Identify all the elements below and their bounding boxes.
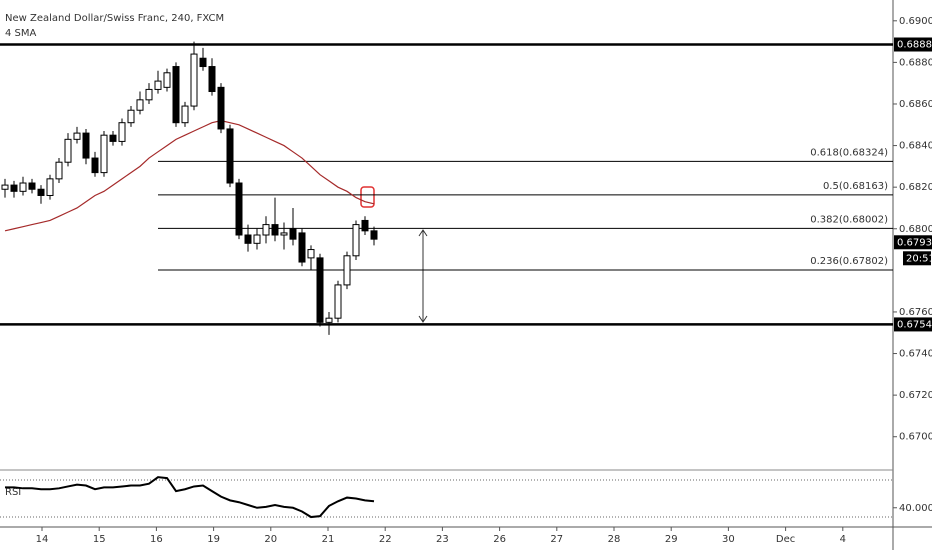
candle-body: [253, 234, 261, 244]
candle-body: [316, 257, 324, 323]
level-tag: [894, 37, 932, 52]
candle-body: [298, 232, 306, 263]
candle-body: [181, 105, 189, 124]
candle-body: [127, 109, 135, 124]
price-tag: [894, 235, 932, 250]
candle-body: [244, 234, 252, 244]
candle-body: [217, 86, 225, 130]
candle-body: [370, 230, 378, 240]
x-tick-label: Dec: [776, 534, 795, 545]
sma-label: 4 SMA: [5, 28, 37, 39]
candle-body: [361, 219, 369, 232]
candle-body: [28, 182, 36, 190]
level-label: 0.68886: [897, 40, 932, 51]
candle-body: [172, 66, 180, 124]
time-tag: [903, 251, 931, 266]
candle-body: [280, 232, 288, 236]
candle-body: [208, 66, 216, 93]
candle-body: [46, 178, 54, 196]
x-tick-label: 14: [36, 534, 49, 545]
x-tick-label: 19: [207, 534, 220, 545]
candle-body: [325, 317, 333, 323]
candle-body: [352, 224, 360, 257]
x-tick-label: 15: [93, 534, 106, 545]
candle-body: [136, 99, 144, 111]
candle-body: [262, 224, 270, 236]
candle-body: [226, 128, 234, 184]
candle-body: [100, 134, 108, 174]
candle-body: [289, 228, 297, 240]
candle-body: [190, 53, 198, 107]
chart-title: New Zealand Dollar/Swiss Franc, 240, FXC…: [5, 13, 224, 24]
candle-body: [82, 132, 90, 159]
fib-label: 0.5(0.68163): [823, 181, 888, 192]
highlight-box: [360, 186, 375, 208]
candle-body: [19, 182, 27, 192]
candle-body: [235, 182, 243, 236]
x-tick-label: 29: [665, 534, 678, 545]
candle-body: [343, 255, 351, 286]
level-label: 0.6754: [897, 319, 932, 330]
candle-body: [91, 157, 99, 174]
sma-line: [4, 120, 375, 232]
candle-body: [271, 224, 279, 236]
candle-body: [154, 80, 162, 90]
candle-body: [118, 122, 126, 142]
measure-arrow: [418, 229, 428, 323]
fib-label: 0.236(0.67802): [810, 256, 888, 267]
x-tick-label: 21: [322, 534, 335, 545]
candle-body: [64, 138, 72, 163]
candle-body: [37, 188, 45, 196]
candle-body: [307, 249, 315, 259]
candle-body: [55, 161, 63, 180]
candle-body: [199, 57, 207, 68]
fib-label: 0.618(0.68324): [810, 147, 888, 158]
rsi-line: [5, 476, 375, 519]
x-tick-label: 20: [264, 534, 277, 545]
candle-body: [163, 72, 171, 88]
x-tick-label: 16: [150, 534, 163, 545]
price-label: 0.67935: [897, 237, 932, 248]
candle-body: [109, 134, 117, 142]
candle-body: [10, 184, 18, 192]
x-tick-label: 23: [436, 534, 449, 545]
candle-body: [1, 184, 9, 190]
x-tick-label: 27: [550, 534, 563, 545]
candle-body: [73, 132, 81, 140]
x-tick-label: 4: [840, 534, 846, 545]
level-tag: [894, 317, 932, 332]
fib-label: 0.382(0.68002): [810, 214, 888, 225]
x-tick-label: 28: [608, 534, 621, 545]
x-tick-label: 30: [722, 534, 735, 545]
candle-body: [334, 284, 342, 319]
rsi-tick-label: 40.0000: [899, 503, 932, 514]
y-tick-label: 0.67000: [899, 432, 932, 443]
x-tick-label: 22: [379, 534, 392, 545]
x-tick-label: 26: [493, 534, 506, 545]
rsi-label: RSI: [5, 487, 21, 498]
time-label: 20:51: [906, 253, 932, 264]
candle-body: [145, 88, 153, 101]
